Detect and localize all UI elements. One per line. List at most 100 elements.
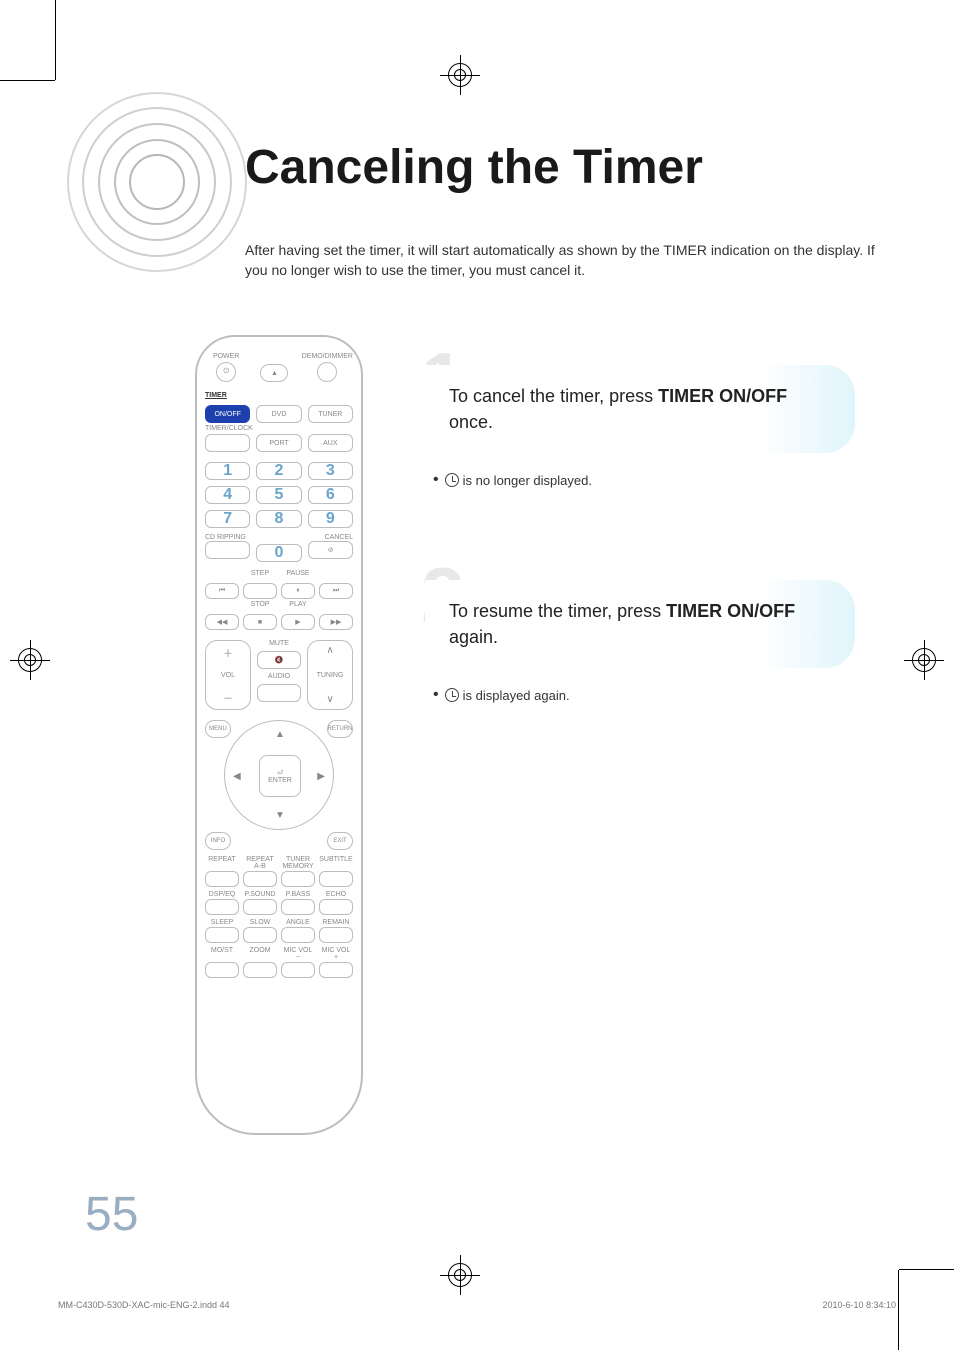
remote-btn xyxy=(243,871,277,887)
step-2-callout: 2 To resume the timer, press TIMER ON/OF… xyxy=(425,580,855,704)
key-6: 6 xyxy=(308,486,353,504)
next-button: ⏭ xyxy=(319,583,353,599)
key-3: 3 xyxy=(308,462,353,480)
step-1-box: To cancel the timer, press TIMER ON/OFF … xyxy=(425,365,855,453)
pause-label: PAUSE xyxy=(281,570,315,577)
page-title: Canceling the Timer xyxy=(245,140,703,195)
eject-button: ▲ xyxy=(260,364,288,382)
remote-btn xyxy=(205,899,239,915)
timerclock-button xyxy=(205,434,250,452)
timer-onoff-button: ON/OFF xyxy=(205,405,250,423)
step-1-text-pre: To cancel the timer, press xyxy=(449,386,658,406)
key-4: 4 xyxy=(205,486,250,504)
remote-btn-label: P.SOUND xyxy=(243,891,277,898)
remote-btn-label: MIC VOL + xyxy=(319,947,353,961)
remote-btn xyxy=(319,871,353,887)
step-2-box: To resume the timer, press TIMER ON/OFF … xyxy=(425,580,855,668)
step-1-note-text: is no longer displayed. xyxy=(463,473,592,488)
crop-mark xyxy=(899,1269,954,1270)
register-mark xyxy=(904,640,944,680)
step-1-note: • is no longer displayed. xyxy=(433,471,855,489)
footer-left: MM-C430D-530D-XAC-mic-ENG-2.indd 44 xyxy=(58,1300,230,1310)
exit-button: EXIT xyxy=(327,832,353,850)
remote-btn-label: TUNER MEMORY xyxy=(281,856,315,870)
step-2-text-post: again. xyxy=(449,627,498,647)
key-9: 9 xyxy=(308,510,353,528)
mute-label: MUTE xyxy=(257,640,301,647)
vol-rocker: ＋VOL－ xyxy=(205,640,251,710)
cdripping-button xyxy=(205,541,250,559)
remote-btn xyxy=(205,927,239,943)
key-0: 0 xyxy=(256,544,303,562)
dvd-button: DVD xyxy=(256,405,301,423)
key-7: 7 xyxy=(205,510,250,528)
remote-btn-label: SLOW xyxy=(243,919,277,926)
stop-label: STOP xyxy=(243,601,277,608)
remote-btn xyxy=(281,962,315,978)
step-button xyxy=(243,583,277,599)
tuning-rocker: ∧TUNING∨ xyxy=(307,640,353,710)
remote-btn-label: ECHO xyxy=(319,891,353,898)
remote-btn-label: REPEAT A-B xyxy=(243,856,277,870)
remote-btn xyxy=(319,899,353,915)
remote-btn-label: SLEEP xyxy=(205,919,239,926)
cdripping-label: CD RIPPING xyxy=(205,534,250,541)
power-label: POWER xyxy=(205,353,247,360)
audio-label: AUDIO xyxy=(257,673,301,680)
step-1-callout: 1 To cancel the timer, press TIMER ON/OF… xyxy=(425,365,855,489)
cancel-label: CANCEL xyxy=(308,534,353,541)
remote-btn-label: REMAIN xyxy=(319,919,353,926)
remote-btn xyxy=(319,927,353,943)
decorative-swirl xyxy=(65,90,250,275)
timer-icon xyxy=(445,473,459,487)
remote-btn-label: SUBTITLE xyxy=(319,856,353,870)
key-5: 5 xyxy=(256,486,301,504)
remote-btn xyxy=(205,871,239,887)
remote-btn xyxy=(205,962,239,978)
intro-text: After having set the timer, it will star… xyxy=(245,240,885,281)
crop-mark xyxy=(55,0,56,80)
remote-btn-label: DSP/EQ xyxy=(205,891,239,898)
page-number: 55 xyxy=(85,1187,138,1242)
remote-btn xyxy=(243,927,277,943)
tuner-button: TUNER xyxy=(308,405,353,423)
key-2: 2 xyxy=(256,462,301,480)
demo-button xyxy=(317,362,337,382)
step-1-text-bold: TIMER ON/OFF xyxy=(658,386,787,406)
timer-icon xyxy=(445,688,459,702)
step-2-note-text: is displayed again. xyxy=(463,688,570,703)
remote-btn-label: ANGLE xyxy=(281,919,315,926)
remote-btn xyxy=(281,871,315,887)
step-label: STEP xyxy=(243,570,277,577)
pause-button: ⏸ xyxy=(281,583,315,599)
cancel-button: ⊘ xyxy=(308,541,353,559)
power-button: ⏻ xyxy=(216,362,236,382)
port-button: PORT xyxy=(256,434,301,452)
info-button: INFO xyxy=(205,832,231,850)
crop-mark xyxy=(898,1270,899,1350)
timer-section-label: TIMER xyxy=(205,392,353,399)
remote-btn xyxy=(243,899,277,915)
demo-label: DEMO/DIMMER xyxy=(302,353,353,360)
key-1: 1 xyxy=(205,462,250,480)
remote-btn xyxy=(281,899,315,915)
step-2-text-bold: TIMER ON/OFF xyxy=(666,601,795,621)
remote-btn-label: REPEAT xyxy=(205,856,239,870)
remote-illustration: POWER ⏻ ▲ DEMO/DIMMER TIMER ON/OFF xyxy=(195,335,363,1155)
prev-button: ⏮ xyxy=(205,583,239,599)
step-1-text-post: once. xyxy=(449,412,493,432)
crop-mark xyxy=(0,80,55,81)
remote-btn xyxy=(319,962,353,978)
remote-btn-label: MIC VOL − xyxy=(281,947,315,961)
stop-button: ■ xyxy=(243,614,277,630)
menu-button: MENU xyxy=(205,720,231,738)
ff-button: ▶▶ xyxy=(319,614,353,630)
remote-btn-label: ZOOM xyxy=(243,947,277,961)
step-2-text-pre: To resume the timer, press xyxy=(449,601,666,621)
step-2-note: • is displayed again. xyxy=(433,686,855,704)
remote-btn-label: P.BASS xyxy=(281,891,315,898)
footer-right: 2010-6-10 8:34:10 xyxy=(822,1300,896,1310)
key-8: 8 xyxy=(256,510,301,528)
return-button: RETURN xyxy=(327,720,353,738)
audio-button xyxy=(257,684,301,702)
